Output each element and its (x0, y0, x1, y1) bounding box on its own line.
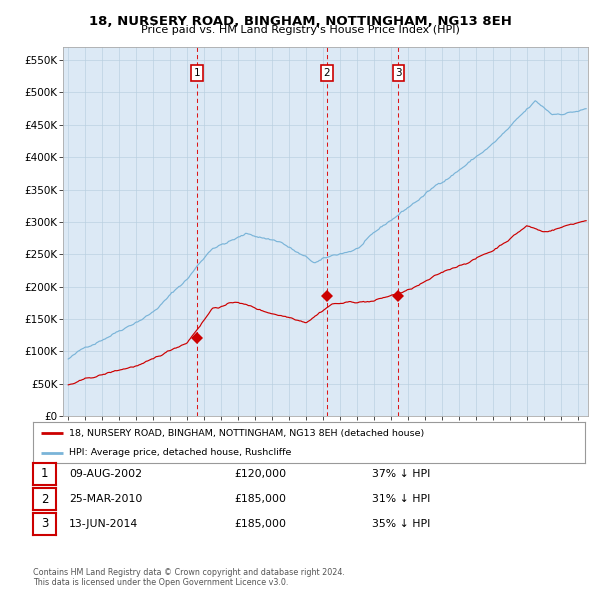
Text: 13-JUN-2014: 13-JUN-2014 (69, 519, 138, 529)
Text: 1: 1 (41, 467, 48, 480)
Text: 35% ↓ HPI: 35% ↓ HPI (372, 519, 430, 529)
Text: 25-MAR-2010: 25-MAR-2010 (69, 494, 142, 504)
Text: 18, NURSERY ROAD, BINGHAM, NOTTINGHAM, NG13 8EH: 18, NURSERY ROAD, BINGHAM, NOTTINGHAM, N… (89, 15, 511, 28)
Text: 2: 2 (323, 68, 330, 78)
Text: Price paid vs. HM Land Registry's House Price Index (HPI): Price paid vs. HM Land Registry's House … (140, 25, 460, 35)
Text: 18, NURSERY ROAD, BINGHAM, NOTTINGHAM, NG13 8EH (detached house): 18, NURSERY ROAD, BINGHAM, NOTTINGHAM, N… (69, 428, 424, 438)
Text: £185,000: £185,000 (234, 494, 286, 504)
Text: £185,000: £185,000 (234, 519, 286, 529)
Text: 31% ↓ HPI: 31% ↓ HPI (372, 494, 430, 504)
Text: HPI: Average price, detached house, Rushcliffe: HPI: Average price, detached house, Rush… (69, 448, 291, 457)
Text: £120,000: £120,000 (234, 469, 286, 478)
Text: 3: 3 (41, 517, 48, 530)
Text: 2: 2 (41, 493, 48, 506)
Text: 37% ↓ HPI: 37% ↓ HPI (372, 469, 430, 478)
Text: 09-AUG-2002: 09-AUG-2002 (69, 469, 142, 478)
Text: 1: 1 (194, 68, 200, 78)
Text: 3: 3 (395, 68, 402, 78)
Text: Contains HM Land Registry data © Crown copyright and database right 2024.
This d: Contains HM Land Registry data © Crown c… (33, 568, 345, 587)
